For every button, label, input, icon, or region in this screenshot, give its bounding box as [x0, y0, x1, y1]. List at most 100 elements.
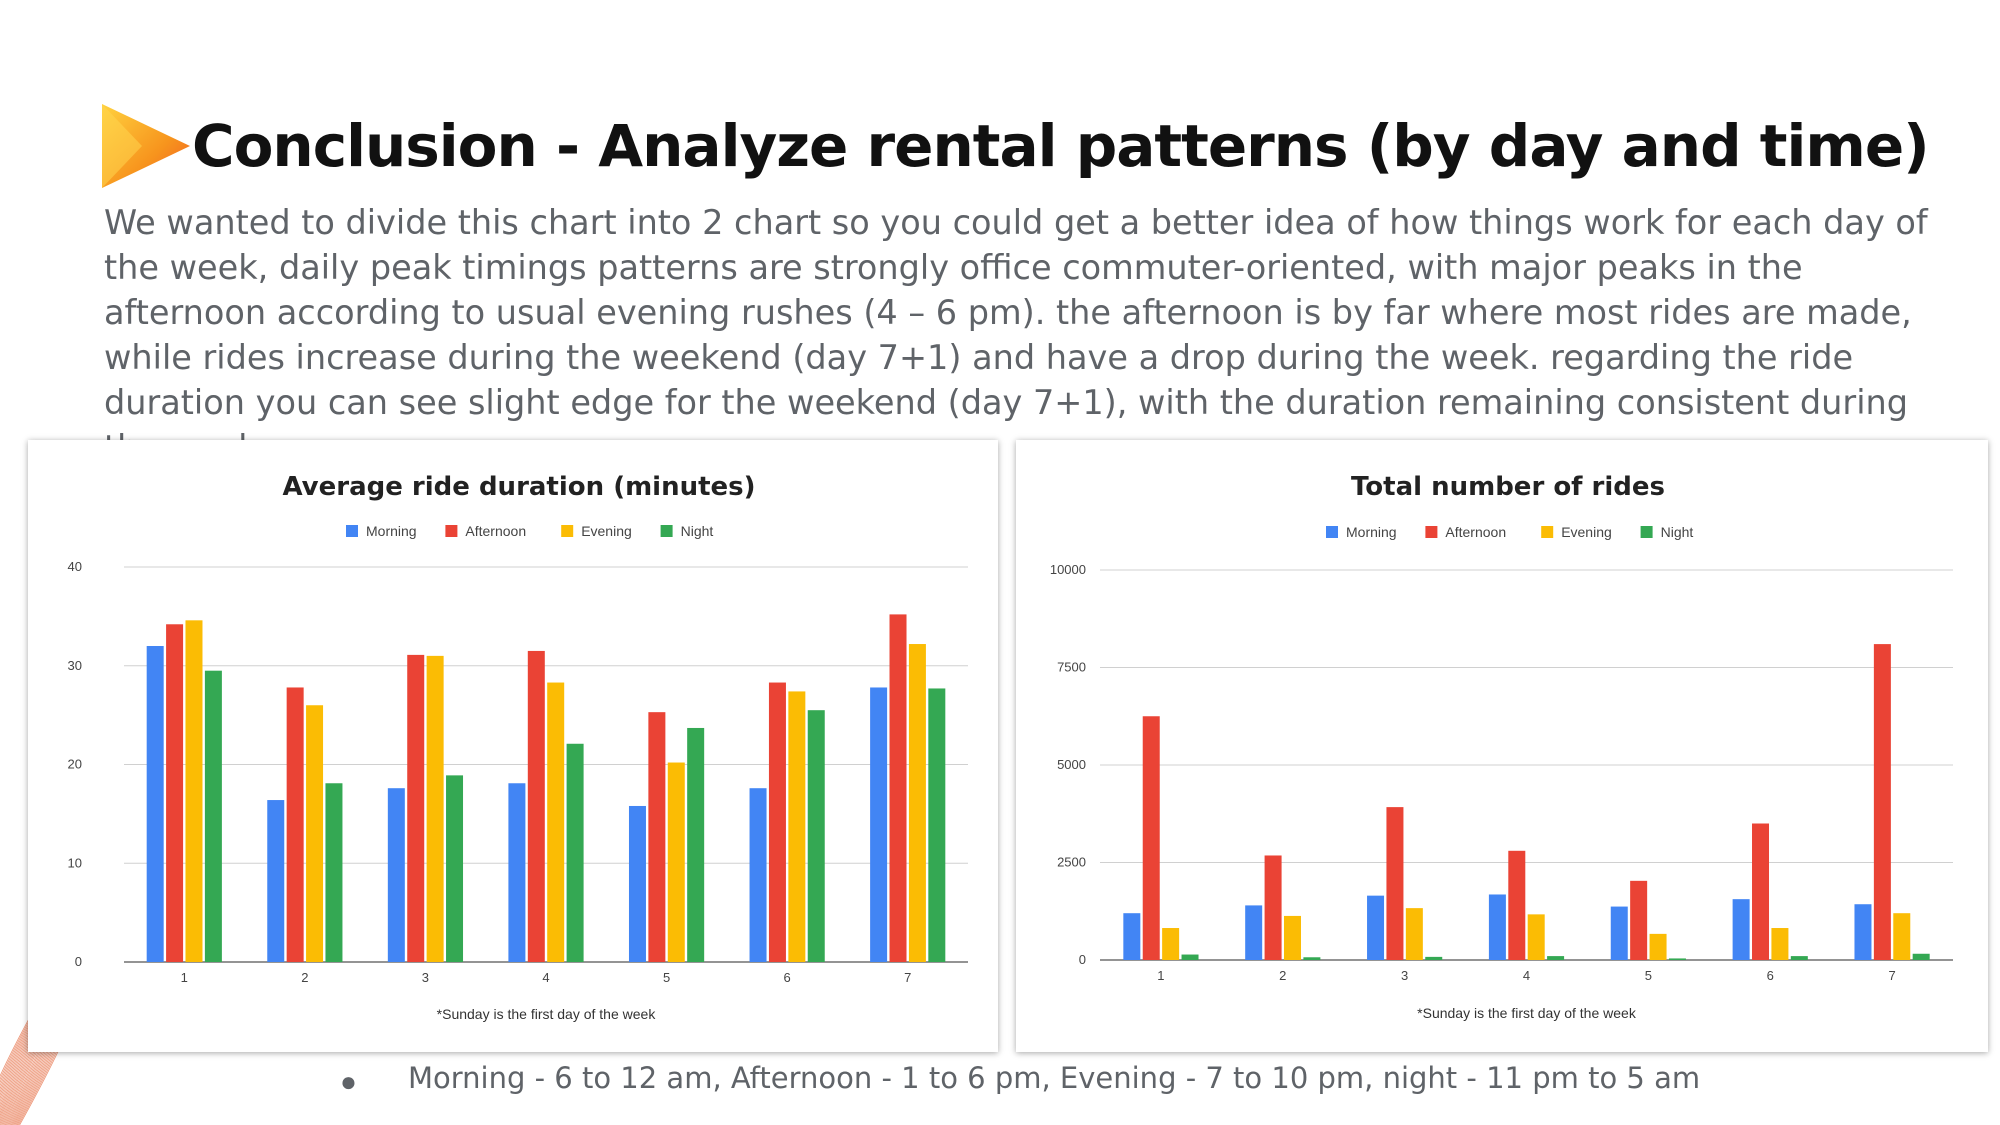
legend-swatch-night	[1640, 526, 1653, 538]
bar-morning-day-6	[749, 788, 767, 962]
bar-afternoon-day-2	[1264, 855, 1282, 960]
bar-evening-day-2	[1283, 915, 1301, 960]
y-tick-label: 0	[1079, 952, 1086, 967]
x-tick-label: 6	[1767, 968, 1774, 983]
page-title: Conclusion - Analyze rental patterns (by…	[192, 112, 1930, 180]
bar-afternoon-day-2	[286, 687, 304, 962]
bar-morning-day-2	[1245, 905, 1263, 960]
bar-evening-day-2	[306, 705, 324, 962]
bar-afternoon-day-1	[166, 624, 184, 962]
bar-night-day-5	[687, 727, 705, 962]
legend-swatch-morning	[1326, 526, 1338, 538]
x-tick-label: 1	[181, 970, 188, 985]
bar-night-day-3	[1425, 956, 1443, 960]
bar-night-day-2	[325, 783, 343, 962]
bar-morning-day-7	[870, 687, 888, 962]
bar-evening-day-1	[185, 620, 203, 962]
footnote-bullet-icon: ●	[340, 1066, 357, 1097]
duration-bar-chart: Average ride duration (minutes) Morning Af…	[68, 472, 968, 1022]
bar-afternoon-day-3	[407, 654, 425, 962]
bar-afternoon-day-5	[648, 712, 666, 962]
legend-swatch-afternoon	[1425, 526, 1438, 538]
legend-label-night: Night	[1661, 524, 1694, 540]
chart-note: *Sunday is the first day of the week	[437, 1006, 657, 1022]
bar-night-day-7	[928, 688, 946, 962]
bar-morning-day-1	[146, 646, 164, 962]
x-tick-label: 7	[904, 970, 911, 985]
rides-bar-chart: Total number of rides Morning Afternoon Eve…	[1050, 472, 1953, 1021]
bar-morning-day-6	[1732, 899, 1750, 960]
x-tick-label: 4	[542, 970, 549, 985]
bar-morning-day-1	[1123, 913, 1141, 960]
bar-afternoon-day-6	[1752, 823, 1770, 960]
bar-afternoon-day-6	[768, 682, 786, 962]
bar-morning-day-5	[1610, 906, 1628, 960]
x-tick-label: 3	[422, 970, 429, 985]
bar-night-day-1	[204, 670, 222, 962]
bar-morning-day-2	[267, 800, 285, 962]
rides-chart-card: Total number of rides Morning Afternoon Eve…	[1016, 440, 1988, 1052]
x-tick-label: 3	[1401, 968, 1408, 983]
x-tick-label: 7	[1888, 968, 1895, 983]
play-arrow-logo-icon	[102, 104, 190, 188]
bar-evening-day-3	[426, 655, 444, 962]
x-tick-label: 4	[1523, 968, 1530, 983]
y-tick-label: 0	[75, 954, 82, 969]
bar-night-day-4	[566, 743, 584, 962]
bar-afternoon-day-4	[527, 650, 545, 962]
chart-title: Total number of rides	[1351, 472, 1665, 502]
bar-night-day-7	[1912, 953, 1930, 960]
y-tick-label: 7500	[1057, 660, 1086, 675]
bar-evening-day-7	[1893, 913, 1911, 960]
x-tick-label: 6	[784, 970, 791, 985]
bar-morning-day-7	[1854, 904, 1872, 960]
time-of-day-footnote: Morning - 6 to 12 am, Afternoon - 1 to 6…	[408, 1061, 1701, 1095]
bar-night-day-4	[1547, 956, 1565, 960]
legend-swatch-morning	[346, 525, 358, 537]
y-tick-label: 10	[68, 855, 82, 870]
legend-label-afternoon: Afternoon	[465, 523, 526, 539]
x-tick-label: 2	[1279, 968, 1286, 983]
description-paragraph: We wanted to divide this chart into 2 ch…	[104, 203, 1928, 467]
chart-note: *Sunday is the first day of the week	[1417, 1005, 1637, 1021]
legend-label-evening: Evening	[581, 523, 632, 539]
legend-label-night: Night	[681, 523, 714, 539]
bar-afternoon-day-3	[1386, 807, 1404, 960]
bar-evening-day-4	[547, 682, 565, 962]
y-tick-label: 2500	[1057, 855, 1086, 870]
bar-evening-day-4	[1527, 914, 1545, 960]
bar-night-day-6	[1790, 956, 1808, 960]
bar-morning-day-3	[1367, 895, 1385, 960]
bar-night-day-5	[1668, 958, 1686, 960]
x-tick-label: 5	[663, 970, 670, 985]
x-tick-label: 2	[301, 970, 308, 985]
y-tick-label: 40	[68, 559, 82, 574]
bar-night-day-3	[446, 775, 464, 962]
bar-afternoon-day-7	[889, 614, 907, 962]
legend-swatch-afternoon	[445, 525, 458, 537]
bar-night-day-1	[1181, 954, 1199, 960]
bar-evening-day-6	[788, 691, 806, 962]
bar-night-day-6	[807, 710, 825, 962]
bar-evening-day-6	[1771, 928, 1789, 960]
bar-evening-day-5	[667, 762, 685, 962]
bar-afternoon-day-7	[1873, 644, 1891, 960]
legend-label-morning: Morning	[366, 523, 417, 539]
bar-morning-day-5	[628, 805, 646, 962]
bar-evening-day-5	[1649, 933, 1667, 960]
bar-evening-day-3	[1405, 908, 1423, 960]
legend-label-evening: Evening	[1561, 524, 1612, 540]
bar-evening-day-1	[1162, 928, 1180, 960]
legend-label-afternoon: Afternoon	[1445, 524, 1506, 540]
bar-morning-day-4	[1488, 894, 1506, 960]
legend-swatch-evening	[561, 525, 574, 537]
y-tick-label: 30	[68, 658, 82, 673]
bar-evening-day-7	[908, 644, 926, 962]
bar-afternoon-day-1	[1142, 716, 1160, 960]
duration-chart-card: Average ride duration (minutes) Morning Af…	[28, 440, 998, 1052]
bar-morning-day-4	[508, 783, 526, 962]
y-tick-label: 20	[68, 757, 82, 772]
bar-night-day-2	[1303, 957, 1321, 960]
bar-morning-day-3	[387, 788, 405, 962]
chart-title: Average ride duration (minutes)	[282, 472, 755, 502]
